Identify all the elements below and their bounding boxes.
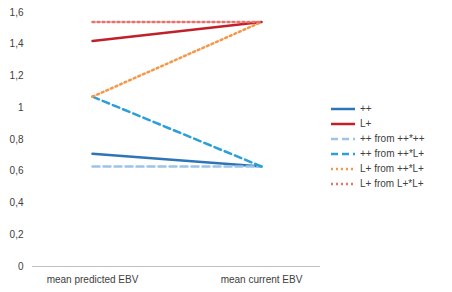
svg-text:0,6: 0,6 — [10, 165, 24, 176]
svg-text:0,8: 0,8 — [10, 134, 24, 145]
html-text:L+: L+ — [360, 118, 372, 129]
svg-text:0,4: 0,4 — [10, 197, 24, 208]
svg-text:1: 1 — [18, 102, 24, 113]
svg-text:0,2: 0,2 — [10, 229, 24, 240]
svg-text:mean predicted EBV: mean predicted EBV — [47, 274, 139, 285]
html-text:L+ from L+*L+: L+ from L+*L+ — [360, 178, 424, 189]
html-text:++ from ++*++: ++ from ++*++ — [360, 133, 425, 144]
svg-text:mean current EBV: mean current EBV — [221, 274, 303, 285]
svg-text:0: 0 — [18, 261, 24, 272]
html-text:++ from ++*L+: ++ from ++*L+ — [360, 148, 425, 159]
svg-text:1,6: 1,6 — [10, 7, 24, 18]
svg-text:1,4: 1,4 — [10, 38, 24, 49]
svg-text:1,2: 1,2 — [10, 70, 24, 81]
html-text:L+ from ++*L+: L+ from ++*L+ — [360, 163, 424, 174]
